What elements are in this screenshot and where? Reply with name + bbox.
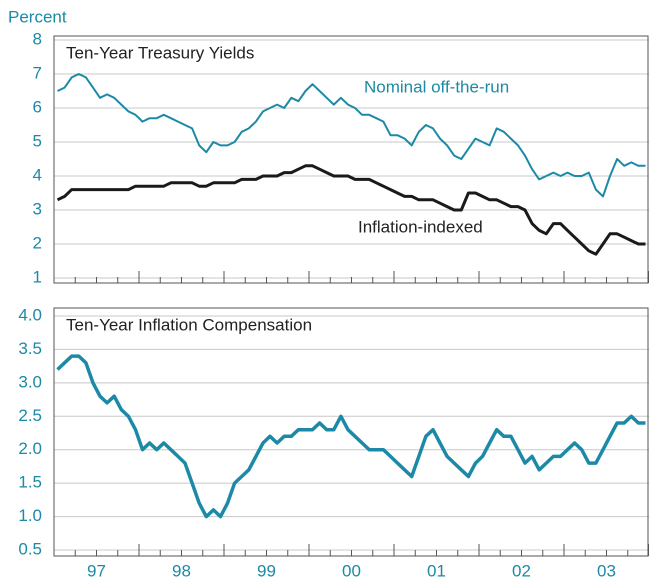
y-tick-label: 1.5 [18, 473, 42, 492]
plot-frame [53, 35, 649, 284]
x-tick-label: 98 [172, 561, 191, 580]
panel-title: Ten-Year Treasury Yields [66, 43, 254, 62]
x-tick-label: 00 [342, 561, 361, 580]
y-tick-label: 7 [33, 63, 42, 82]
y-tick-label: 5 [33, 131, 42, 150]
x-tick-label: 97 [87, 561, 106, 580]
y-axis-label: Percent [8, 7, 67, 26]
x-tick-label: 01 [427, 561, 446, 580]
line-series [57, 73, 646, 198]
x-tick-label: 99 [257, 561, 276, 580]
line-series [56, 164, 646, 256]
y-tick-label: 1 [33, 267, 42, 286]
y-tick-label: 3 [33, 199, 42, 218]
y-tick-label: 6 [33, 97, 42, 116]
y-tick-label: 1.0 [18, 506, 42, 525]
y-tick-label: 4 [33, 165, 42, 184]
y-tick-label: 3.0 [18, 372, 42, 391]
series-label: Nominal off-the-run [364, 77, 509, 96]
y-tick-label: 3.5 [18, 339, 42, 358]
x-tick-label: 03 [597, 561, 616, 580]
y-tick-label: 0.5 [18, 539, 42, 558]
x-tick-label: 02 [512, 561, 531, 580]
y-tick-label: 4.0 [18, 305, 42, 324]
panel-title: Ten-Year Inflation Compensation [66, 315, 312, 334]
series-label: Inflation-indexed [358, 217, 483, 236]
y-tick-label: 2.0 [18, 439, 42, 458]
y-tick-label: 2.5 [18, 406, 42, 425]
y-tick-label: 8 [33, 29, 42, 48]
line-series [56, 354, 646, 519]
y-tick-label: 2 [33, 233, 42, 252]
